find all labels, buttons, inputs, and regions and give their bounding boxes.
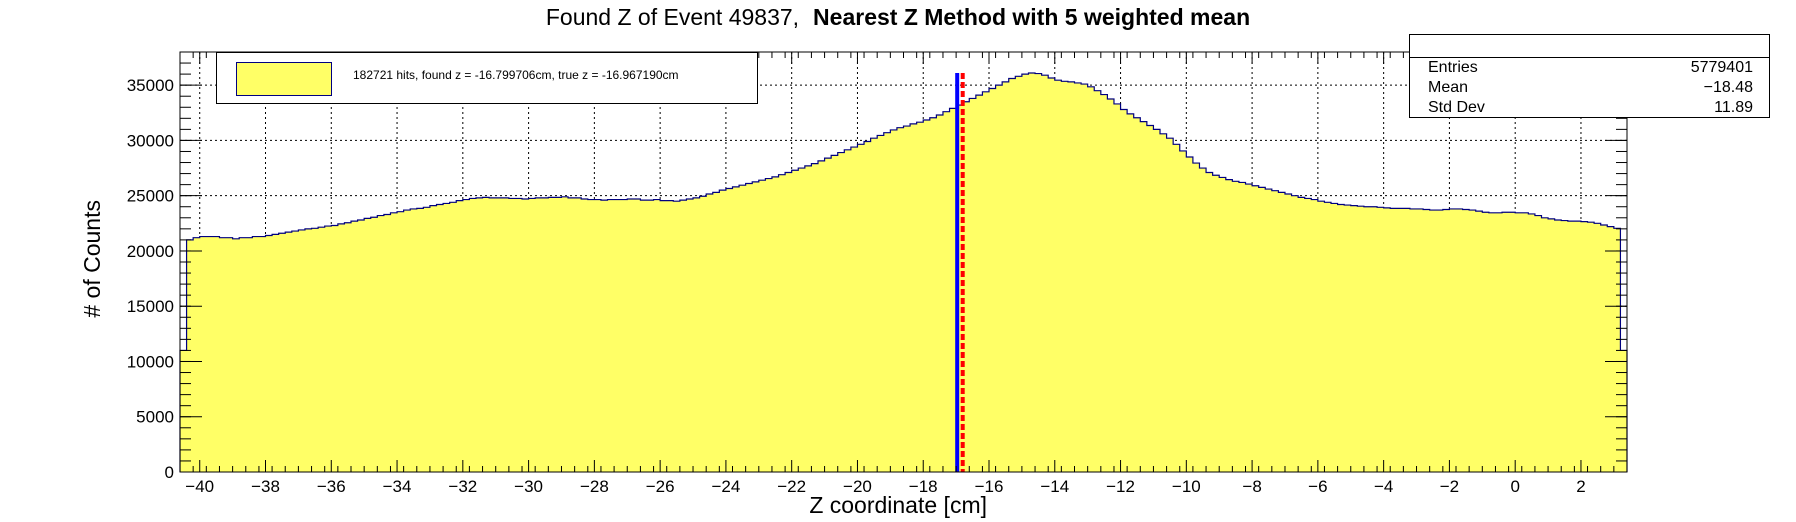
x-tick-label: −26	[646, 477, 675, 496]
y-tick-label: 35000	[127, 76, 174, 95]
stats-row-mean: Mean −18.48	[1410, 78, 1769, 98]
y-tick-label: 5000	[136, 408, 174, 427]
stats-row-entries: Entries 5779401	[1410, 58, 1769, 78]
x-tick-label: −30	[514, 477, 543, 496]
y-tick-label: 10000	[127, 352, 174, 371]
x-tick-label: −36	[317, 477, 346, 496]
x-tick-label: −18	[909, 477, 938, 496]
x-tick-label: −24	[711, 477, 740, 496]
x-tick-label: −40	[185, 477, 214, 496]
y-tick-label: 15000	[127, 297, 174, 316]
stats-box: Entries 5779401 Mean −18.48 Std Dev 11.8…	[1409, 34, 1770, 118]
x-tick-label: 2	[1576, 477, 1585, 496]
x-tick-label: −4	[1374, 477, 1393, 496]
y-tick-label: 20000	[127, 242, 174, 261]
legend-swatch	[236, 62, 332, 96]
stats-label: Mean	[1428, 79, 1469, 96]
x-tick-label: −2	[1440, 477, 1459, 496]
chart-title-main: Found Z of Event 49837,	[545, 4, 800, 30]
x-tick-label: −22	[777, 477, 806, 496]
stats-label: Std Dev	[1428, 99, 1485, 116]
x-tick-label: −32	[448, 477, 477, 496]
x-tick-label: −12	[1106, 477, 1135, 496]
x-tick-label: −6	[1308, 477, 1327, 496]
x-tick-label: −28	[580, 477, 609, 496]
y-tick-label: 0	[165, 463, 174, 482]
stats-header	[1410, 35, 1769, 58]
stats-value: 11.89	[1714, 99, 1753, 116]
x-tick-label: −16	[975, 477, 1004, 496]
x-tick-label: 0	[1510, 477, 1519, 496]
stats-value: 5779401	[1690, 59, 1753, 76]
histogram-fill	[180, 73, 1627, 472]
x-tick-label: −34	[383, 477, 412, 496]
x-tick-label: −8	[1242, 477, 1261, 496]
histogram-outline	[179, 72, 1628, 472]
x-axis-title: Z coordinate [cm]	[809, 492, 987, 518]
stats-value: −18.48	[1703, 79, 1753, 96]
stats-row-stddev: Std Dev 11.89	[1410, 98, 1769, 118]
y-axis-title: # of Counts	[79, 200, 105, 318]
y-tick-label: 30000	[127, 131, 174, 150]
chart-title-method: Nearest Z Method with 5 weighted mean	[813, 4, 1251, 30]
x-tick-label: −10	[1172, 477, 1201, 496]
x-tick-label: −14	[1040, 477, 1069, 496]
legend-entry: 182721 hits, found z = -16.799706cm, tru…	[353, 68, 679, 82]
marker-layer	[955, 73, 965, 472]
x-tick-label: −20	[843, 477, 872, 496]
y-axis: 0 5000 10000 15000 20000 25000 30000 35000	[127, 51, 1627, 482]
stats-label: Entries	[1428, 59, 1478, 76]
chart-title: Found Z of Event 49837, Nearest Z Method …	[0, 4, 1796, 31]
y-tick-label: 25000	[127, 187, 174, 206]
x-tick-label: −38	[251, 477, 280, 496]
legend: 182721 hits, found z = -16.799706cm, tru…	[216, 52, 758, 104]
